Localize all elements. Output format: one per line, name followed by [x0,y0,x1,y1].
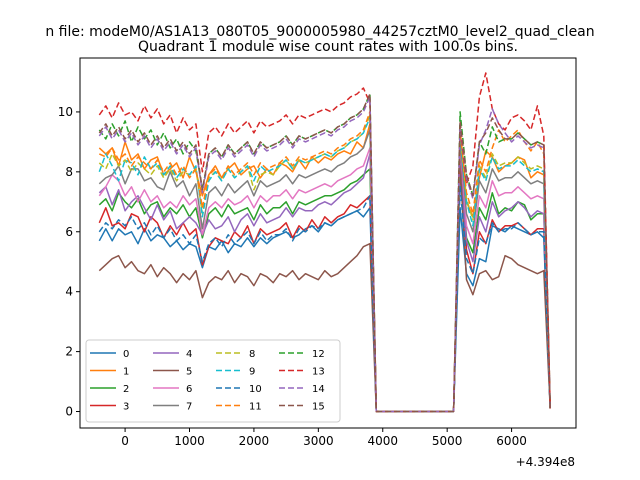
legend-label-7: 7 [186,402,192,413]
legend-label-11: 11 [249,402,262,413]
x-tick-label: 4000 [367,434,398,448]
chart-title: Quadrant 1 module wise count rates with … [138,39,518,55]
legend-label-0: 0 [123,349,129,360]
series-line-2 [98,153,551,413]
x-offset-label: +4.394e8 [516,455,575,469]
legend-label-2: 2 [123,384,129,395]
series-line-6 [98,141,551,413]
x-tick-label: 3000 [303,434,334,448]
y-tick-label: 10 [58,105,73,119]
legend-frame [85,339,341,423]
legend-label-10: 10 [249,384,262,395]
legend-label-4: 4 [186,349,192,360]
series-line-5 [98,165,551,413]
series-line-13 [98,72,551,413]
series-line-10 [98,186,551,413]
legend-label-8: 8 [249,349,255,360]
y-tick-label: 4 [65,285,73,299]
legend-label-14: 14 [312,384,325,395]
axes-frame [79,57,577,429]
legend-label-9: 9 [249,367,255,378]
y-tick-label: 6 [65,225,73,239]
legend-label-3: 3 [123,402,129,413]
plot-area [79,57,577,429]
x-tick-label: 0 [121,434,129,448]
y-tick-label: 8 [65,165,73,179]
legend-label-15: 15 [312,402,325,413]
series-line-15 [98,93,551,413]
x-tick-label: 6000 [496,434,527,448]
series-line-4 [98,153,551,413]
series-line-7 [98,129,551,413]
y-axis: 0 2 4 6 8 10 [58,105,80,419]
legend-label-5: 5 [186,367,192,378]
legend-label-1: 1 [123,367,129,378]
figure-suptitle: n file: modeM0/AS1A13_080T05_9000005980_… [45,24,594,40]
y-tick-label: 0 [65,405,73,419]
x-tick-label: 2000 [239,434,270,448]
x-tick-label: 1000 [174,434,205,448]
series-line-14 [98,96,551,413]
series-line-9 [98,117,551,413]
legend-label-12: 12 [312,349,325,360]
y-tick-label: 2 [65,345,73,359]
legend-label-6: 6 [186,384,192,395]
series-line-11 [98,111,551,413]
legend-label-13: 13 [312,367,325,378]
x-axis: 0 1000 2000 3000 4000 5000 6000 [121,428,527,448]
x-tick-label: 5000 [432,434,463,448]
series-layer [98,72,551,413]
